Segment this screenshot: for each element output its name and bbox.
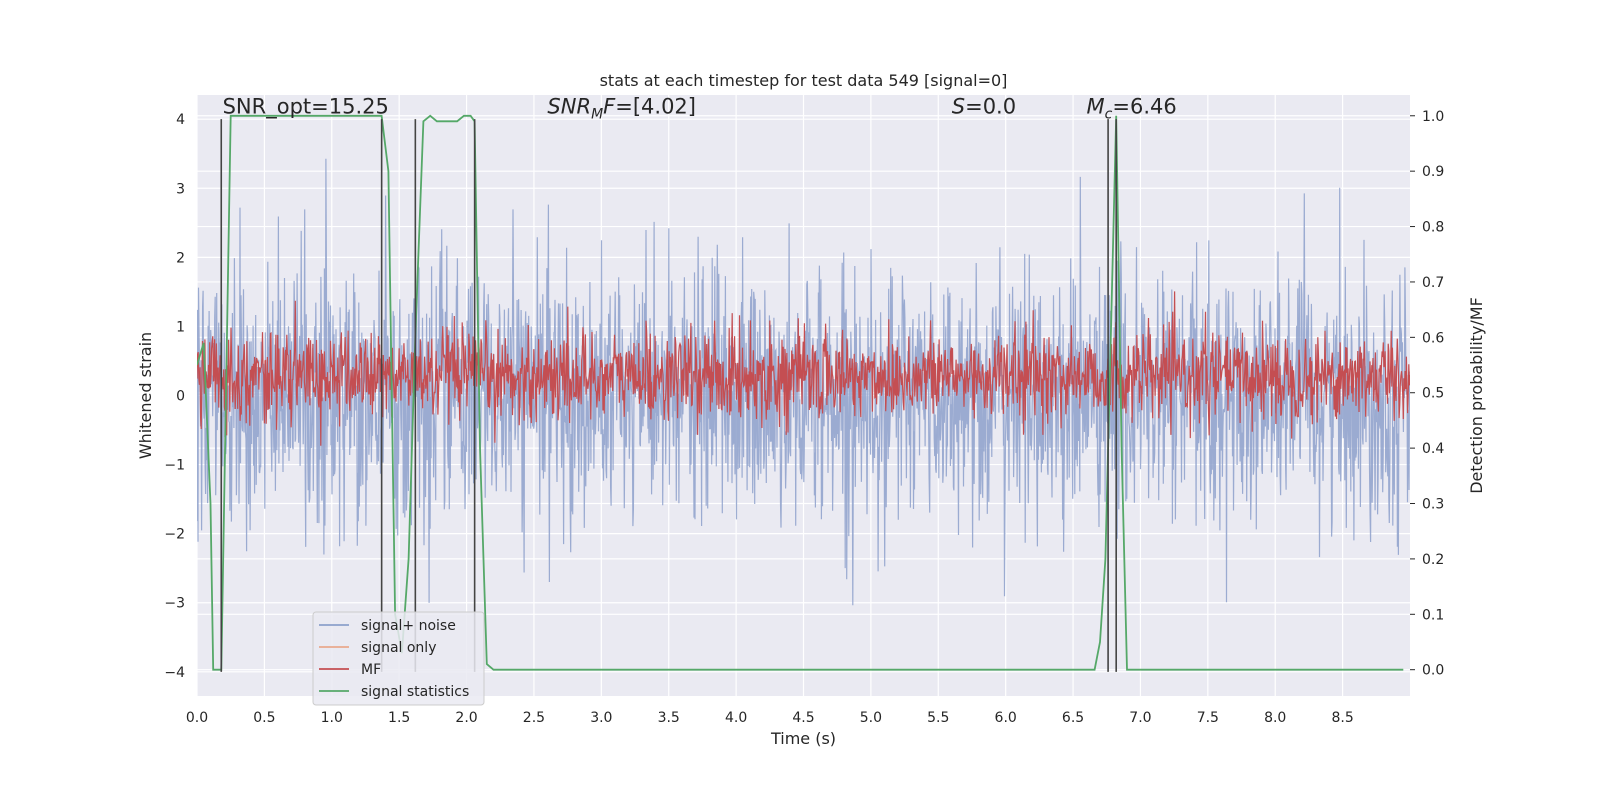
x-tick-label: 2.5: [523, 710, 545, 726]
y-tick-label: −4: [164, 665, 185, 681]
legend-entry: signal+ noise: [361, 618, 456, 634]
legend-entry: signal statistics: [361, 684, 469, 700]
x-tick-label: 8.0: [1264, 710, 1286, 726]
annotation-1: SNRMF=[4.02]: [547, 95, 696, 123]
y-tick-label: −2: [164, 527, 185, 543]
y-right-tick-label: 0.3: [1422, 497, 1444, 513]
annotations: SNR_opt=15.25 SNRMF=[4.02] S=0.0 Mc=6.46: [223, 95, 1177, 123]
chart-title: stats at each timestep for test data 549…: [600, 71, 1008, 90]
x-tick-label: 0.0: [186, 710, 208, 726]
y-tick-label: 4: [176, 112, 185, 128]
series-signal-statistics: [197, 114, 1404, 671]
series-mf: [197, 291, 1410, 446]
x-tick-label: 5.5: [927, 710, 949, 726]
x-tick-label: 2.0: [455, 710, 477, 726]
y-axis-label: Whitened strain: [136, 332, 155, 459]
x-tick-label: 4.5: [792, 710, 814, 726]
x-tick-label: 7.5: [1197, 710, 1219, 726]
x-tick-label: 3.0: [590, 710, 612, 726]
x-tick-label: 4.0: [725, 710, 747, 726]
x-tick-label: 1.5: [388, 710, 410, 726]
y-tick-label: 0: [176, 389, 185, 405]
annotation-3: Mc=6.46: [1087, 95, 1177, 123]
y-tick-label: −1: [164, 458, 185, 474]
y-right-tick-label: 0.5: [1422, 386, 1444, 402]
legend-entry: MF: [361, 662, 381, 678]
y-right-tick-label: 0.6: [1422, 330, 1444, 346]
y-right-tick-label: 0.2: [1422, 552, 1444, 568]
legend-box: [312, 611, 485, 706]
x-tick-label: 0.5: [253, 710, 275, 726]
y-right-tick-label: 0.9: [1422, 164, 1444, 180]
y-tick-label: 3: [176, 181, 185, 197]
x-tick-label: 3.5: [658, 710, 680, 726]
annotation-0: SNR_opt=15.25: [223, 95, 389, 120]
y-right-tick-label: 0.4: [1422, 441, 1444, 457]
y-tick-label: 2: [176, 250, 185, 266]
legend: signal+ noise signal only MF signal statist…: [312, 611, 485, 706]
y-axis-label-right: Detection probability/MF: [1467, 297, 1486, 494]
x-tick-label: 8.5: [1331, 710, 1353, 726]
plot-content: [197, 114, 1410, 672]
y-right-tick-label: 0.7: [1422, 275, 1444, 291]
x-tick-label: 5.0: [860, 710, 882, 726]
x-tick-label: 1.0: [321, 710, 343, 726]
axes: 0.0 0.5 1.0 1.5 2.0 2.5 3.0 3.5 4.0 4.5 5.0 5.5 6.0 6…: [164, 109, 1444, 726]
legend-entry: signal only: [361, 640, 436, 656]
y-right-tick-label: 0.1: [1422, 607, 1444, 623]
y-right-tick-label: 1.0: [1422, 109, 1444, 125]
x-tick-label: 7.0: [1129, 710, 1151, 726]
annotation-2: S=0.0: [952, 95, 1016, 119]
y-tick-label: 1: [176, 319, 185, 335]
y-right-tick-label: 0.8: [1422, 220, 1444, 236]
y-right-tick-label: 0.0: [1422, 663, 1444, 679]
x-axis-label: Time (s): [770, 729, 836, 748]
x-tick-label: 6.0: [995, 710, 1017, 726]
x-tick-label: 6.5: [1062, 710, 1084, 726]
y-tick-label: −3: [164, 596, 185, 612]
